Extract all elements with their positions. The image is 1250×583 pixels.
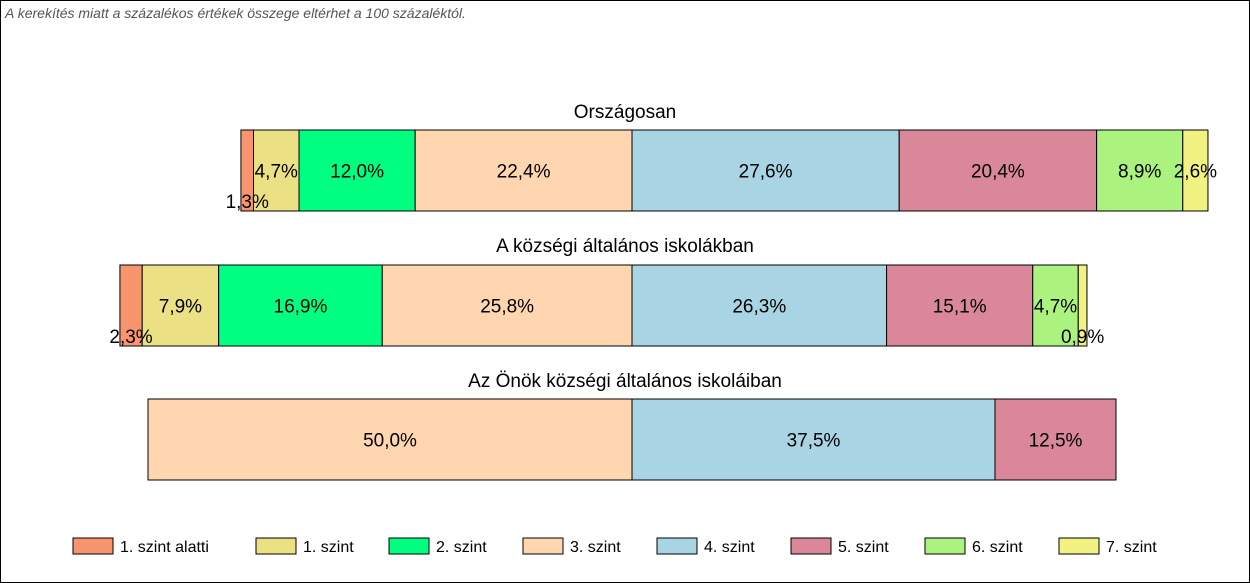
bar-0-segment-3 bbox=[414, 129, 633, 212]
bar-0-segment-6 bbox=[1096, 129, 1184, 212]
bar-1-segment-1 bbox=[141, 264, 220, 347]
bar-1-label-3: 25,8% bbox=[480, 297, 534, 318]
bar-1-segment-2 bbox=[218, 264, 383, 347]
bar-1-segment-7 bbox=[1077, 264, 1088, 347]
legend-swatch-4 bbox=[656, 537, 698, 555]
bar-1-segment-4 bbox=[631, 264, 888, 347]
bar-1-label-7: 0,9% bbox=[1061, 327, 1104, 348]
legend-label-7: 7. szint bbox=[1106, 539, 1157, 556]
legend-swatch-5 bbox=[790, 537, 832, 555]
bar-1-label-5: 15,1% bbox=[933, 297, 987, 318]
legend-label-5: 5. szint bbox=[838, 539, 889, 556]
legend-label-0: 1. szint alatti bbox=[120, 539, 209, 556]
bar-2-segment-3 bbox=[147, 398, 633, 481]
legend-label-3: 3. szint bbox=[570, 539, 621, 556]
legend-swatch-3 bbox=[522, 537, 564, 555]
bar-title-2: Az Önök községi általános iskoláiban bbox=[468, 371, 782, 392]
bar-0-label-0: 1,3% bbox=[226, 192, 269, 213]
legend-label-6: 6. szint bbox=[972, 539, 1023, 556]
bar-2-label-4: 37,5% bbox=[787, 431, 841, 452]
bar-2-label-5: 12,5% bbox=[1029, 431, 1083, 452]
bar-1-segment-3 bbox=[381, 264, 633, 347]
bar-0-segment-7 bbox=[1182, 129, 1209, 212]
legend-swatch-6 bbox=[924, 537, 966, 555]
bar-0-label-3: 22,4% bbox=[497, 162, 551, 183]
bar-0-segment-1 bbox=[253, 129, 300, 212]
bar-0-label-2: 12,0% bbox=[330, 162, 384, 183]
bar-0-label-6: 8,9% bbox=[1118, 162, 1161, 183]
legend-swatch-7 bbox=[1058, 537, 1100, 555]
legend-label-1: 1. szint bbox=[303, 539, 354, 556]
bar-0-segment-4 bbox=[631, 129, 900, 212]
legend-label-2: 2. szint bbox=[436, 539, 487, 556]
bar-title-1: A községi általános iskolákban bbox=[496, 236, 754, 257]
bar-0-label-4: 27,6% bbox=[739, 162, 793, 183]
bar-1-label-2: 16,9% bbox=[274, 297, 328, 318]
bar-0-label-7: 2,6% bbox=[1174, 162, 1217, 183]
bar-1-label-0: 2,3% bbox=[109, 327, 152, 348]
bar-0-label-5: 20,4% bbox=[971, 162, 1025, 183]
bar-title-0: Országosan bbox=[574, 102, 676, 123]
bar-0-segment-5 bbox=[898, 129, 1098, 212]
bar-2-segment-5 bbox=[994, 398, 1117, 481]
bar-1-label-6: 4,7% bbox=[1034, 297, 1077, 318]
rounding-note: A kerekítés miatt a százalékos értékek ö… bbox=[5, 5, 466, 21]
bar-1-segment-5 bbox=[886, 264, 1034, 347]
legend-swatch-0 bbox=[72, 537, 114, 555]
bar-2-segment-4 bbox=[631, 398, 996, 481]
bar-0-label-1: 4,7% bbox=[255, 162, 298, 183]
legend-label-4: 4. szint bbox=[704, 539, 755, 556]
legend-swatch-1 bbox=[255, 537, 297, 555]
bar-1-segment-6 bbox=[1032, 264, 1079, 347]
bar-2-label-3: 50,0% bbox=[363, 431, 417, 452]
legend-swatch-2 bbox=[388, 537, 430, 555]
bar-1-label-4: 26,3% bbox=[732, 297, 786, 318]
bar-1-label-1: 7,9% bbox=[159, 297, 202, 318]
